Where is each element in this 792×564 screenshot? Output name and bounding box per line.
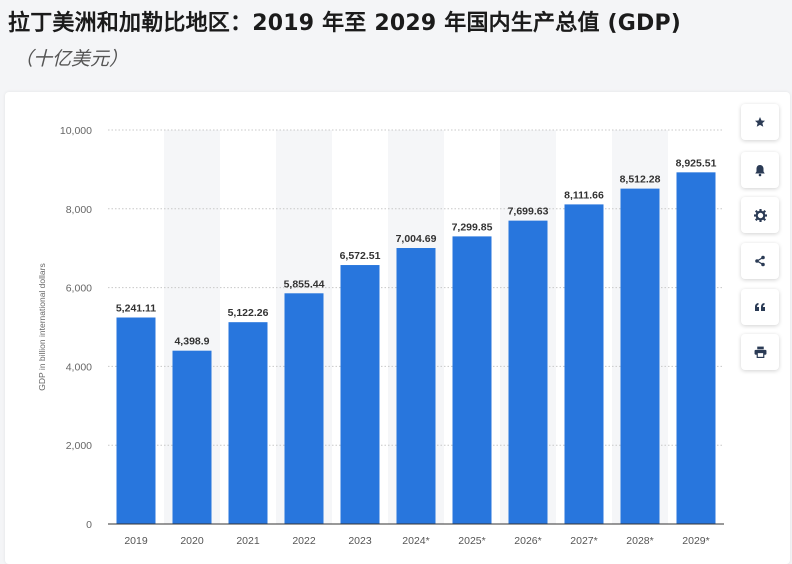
bar — [452, 236, 492, 524]
y-tick-label: 6,000 — [66, 283, 92, 295]
x-tick-label: 2019 — [124, 535, 148, 547]
data-label: 5,855.44 — [284, 278, 325, 290]
y-tick-label: 0 — [86, 519, 92, 531]
quote-icon — [755, 303, 765, 311]
data-label: 8,512.28 — [620, 174, 661, 186]
data-label: 5,122.26 — [228, 307, 269, 319]
data-label: 8,925.51 — [676, 157, 717, 169]
bar — [676, 172, 716, 524]
x-tick-label: 2021 — [236, 535, 260, 547]
bar — [396, 248, 436, 525]
page-subtitle: （十亿美元） — [14, 48, 129, 70]
data-label: 7,004.69 — [396, 233, 437, 245]
y-axis-title: GDP in billion international dollars — [37, 263, 47, 390]
data-label: 4,398.9 — [174, 336, 209, 348]
y-tick-label: 4,000 — [66, 361, 92, 373]
data-label: 6,572.51 — [340, 250, 381, 262]
print-button[interactable] — [741, 334, 779, 370]
x-tick-label: 2020 — [180, 535, 204, 547]
x-tick-label: 2025* — [458, 535, 485, 547]
settings-button[interactable] — [741, 197, 779, 233]
y-tick-label: 10,000 — [60, 125, 92, 137]
y-tick-label: 2,000 — [66, 440, 92, 452]
bar — [228, 322, 268, 524]
x-tick-label: 2027* — [570, 535, 597, 547]
data-label: 8,111.66 — [564, 189, 604, 201]
data-label: 5,241.11 — [116, 303, 156, 315]
bar — [340, 265, 380, 524]
print-icon — [754, 346, 766, 358]
x-tick-label: 2024* — [402, 535, 429, 547]
share-icon — [755, 255, 765, 267]
bar — [284, 293, 324, 524]
star-icon — [755, 117, 765, 127]
page-title: 拉丁美洲和加勒比地区：2019 年至 2029 年国内生产总值 (GDP) — [8, 11, 682, 36]
x-tick-label: 2026* — [514, 535, 541, 547]
data-label: 7,699.63 — [508, 206, 549, 218]
x-tick-label: 2028* — [626, 535, 653, 547]
bar — [172, 350, 212, 524]
share-button[interactable] — [741, 243, 779, 279]
bar — [564, 204, 604, 525]
x-tick-label: 2029* — [682, 535, 709, 547]
y-tick-label: 8,000 — [66, 204, 92, 216]
x-tick-label: 2022 — [292, 535, 316, 547]
x-tick-label: 2023 — [348, 535, 372, 547]
bar — [508, 220, 548, 524]
notification-button[interactable] — [741, 152, 779, 188]
cite-button[interactable] — [741, 289, 779, 325]
favorite-button[interactable] — [741, 104, 779, 140]
data-label: 7,299.85 — [452, 221, 493, 233]
bell-icon — [755, 164, 765, 176]
bar — [620, 188, 660, 525]
gear-icon — [753, 208, 767, 222]
bar — [116, 317, 156, 524]
